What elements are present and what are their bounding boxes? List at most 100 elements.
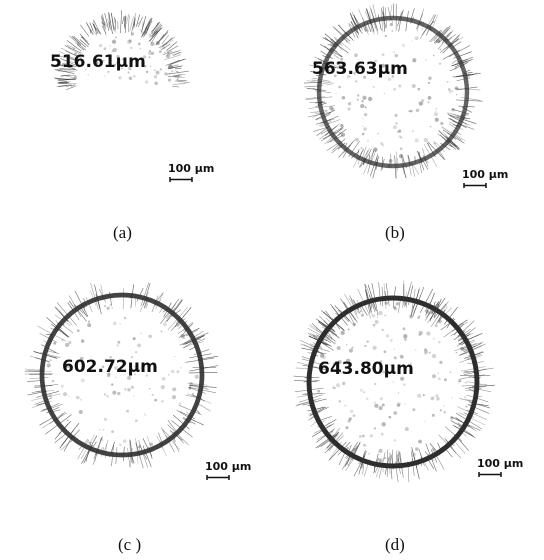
texture-dot <box>102 429 104 431</box>
panel-caption: (d) <box>385 535 405 554</box>
texture-dot <box>126 410 129 413</box>
texture-dot <box>393 125 397 129</box>
scale-bar <box>479 472 501 477</box>
hair-spike <box>311 80 333 83</box>
texture-dot <box>117 392 120 395</box>
figure: 516.61μm100 μm(a)563.63μm100 μm(b)602.72… <box>0 0 544 560</box>
texture-dot <box>424 138 428 142</box>
measurement-label: 643.80μm <box>318 359 414 379</box>
texture-dot <box>67 419 69 421</box>
texture-dot <box>362 435 365 438</box>
texture-dot <box>465 405 467 407</box>
texture-dot <box>353 414 356 417</box>
texture-dot <box>438 373 439 374</box>
texture-dot <box>418 440 422 444</box>
texture-dot <box>374 402 375 403</box>
texture-dot <box>53 342 56 345</box>
texture-dot <box>361 100 363 102</box>
texture-dot <box>366 398 368 400</box>
hair-spike <box>80 25 89 37</box>
texture-dot <box>349 417 352 420</box>
texture-dot <box>338 400 340 402</box>
hair-spike <box>96 28 101 34</box>
texture-dot <box>104 305 106 307</box>
texture-dot <box>364 113 367 116</box>
texture-dot <box>111 307 113 309</box>
texture-dot <box>403 334 407 338</box>
texture-dot <box>384 93 385 94</box>
hair-spike <box>29 377 48 379</box>
hair-spike <box>167 71 189 74</box>
hair-spike <box>40 416 56 425</box>
texture-dot <box>150 42 154 46</box>
texture-dot <box>99 44 102 47</box>
texture-dot <box>106 395 109 398</box>
texture-dot <box>348 107 351 110</box>
texture-dot <box>458 383 459 384</box>
hair-spike <box>92 23 98 34</box>
hair-spike <box>87 23 93 34</box>
texture-dot <box>395 54 398 57</box>
texture-dot <box>362 126 363 127</box>
texture-dot <box>436 397 439 400</box>
texture-dot <box>434 112 438 116</box>
texture-dot <box>160 68 162 70</box>
texture-dot <box>464 396 466 398</box>
texture-dot <box>373 324 376 327</box>
hair-spike <box>178 74 186 75</box>
texture-dot <box>171 70 173 72</box>
texture-dot <box>119 444 121 446</box>
texture-dot <box>135 419 138 422</box>
texture-dot <box>370 434 373 437</box>
texture-dot <box>135 351 137 353</box>
hair-spike <box>172 86 179 87</box>
texture-dot <box>161 385 165 389</box>
texture-dot <box>159 50 162 53</box>
texture-dot <box>425 59 427 61</box>
texture-dot <box>123 439 127 443</box>
texture-dot <box>154 399 157 402</box>
texture-dot <box>379 406 383 410</box>
hair-spike <box>128 448 130 467</box>
measurement-label: 602.72μm <box>62 357 158 377</box>
texture-dot <box>65 343 69 347</box>
hair-spike <box>177 80 187 81</box>
texture-dot <box>412 58 416 62</box>
texture-dot <box>180 367 181 368</box>
texture-dot <box>412 130 414 132</box>
hair-spike <box>158 32 168 42</box>
texture-dot <box>50 359 52 361</box>
texture-dot <box>380 142 383 145</box>
hair-spike <box>156 34 164 45</box>
texture-dot <box>336 383 340 387</box>
hair-spike <box>451 438 465 454</box>
texture-dot <box>99 429 100 430</box>
texture-dot <box>363 127 367 131</box>
texture-dot <box>396 122 398 124</box>
texture-dot <box>385 35 387 37</box>
hair-spike <box>339 25 348 36</box>
texture-dot <box>382 329 384 331</box>
texture-dot <box>432 414 435 417</box>
texture-dot <box>168 78 171 81</box>
texture-dot <box>154 69 156 71</box>
hair-spike <box>172 65 179 67</box>
texture-dot <box>435 394 438 397</box>
texture-dot <box>47 363 51 367</box>
texture-dot <box>418 315 420 317</box>
texture-dot <box>176 370 179 373</box>
texture-dot <box>412 84 416 88</box>
droplet-panel: 516.61μm100 μm(a) <box>50 10 214 242</box>
texture-dot <box>400 136 402 138</box>
texture-dot <box>351 347 353 349</box>
texture-dot <box>133 75 135 77</box>
texture-dot <box>440 409 442 411</box>
texture-dot <box>80 399 82 401</box>
texture-dot <box>405 427 409 431</box>
texture-dot <box>415 447 418 450</box>
texture-dot <box>360 147 362 149</box>
texture-dot <box>350 410 353 413</box>
texture-dot <box>385 301 388 304</box>
texture-dot <box>341 133 345 137</box>
texture-dot <box>429 352 431 354</box>
